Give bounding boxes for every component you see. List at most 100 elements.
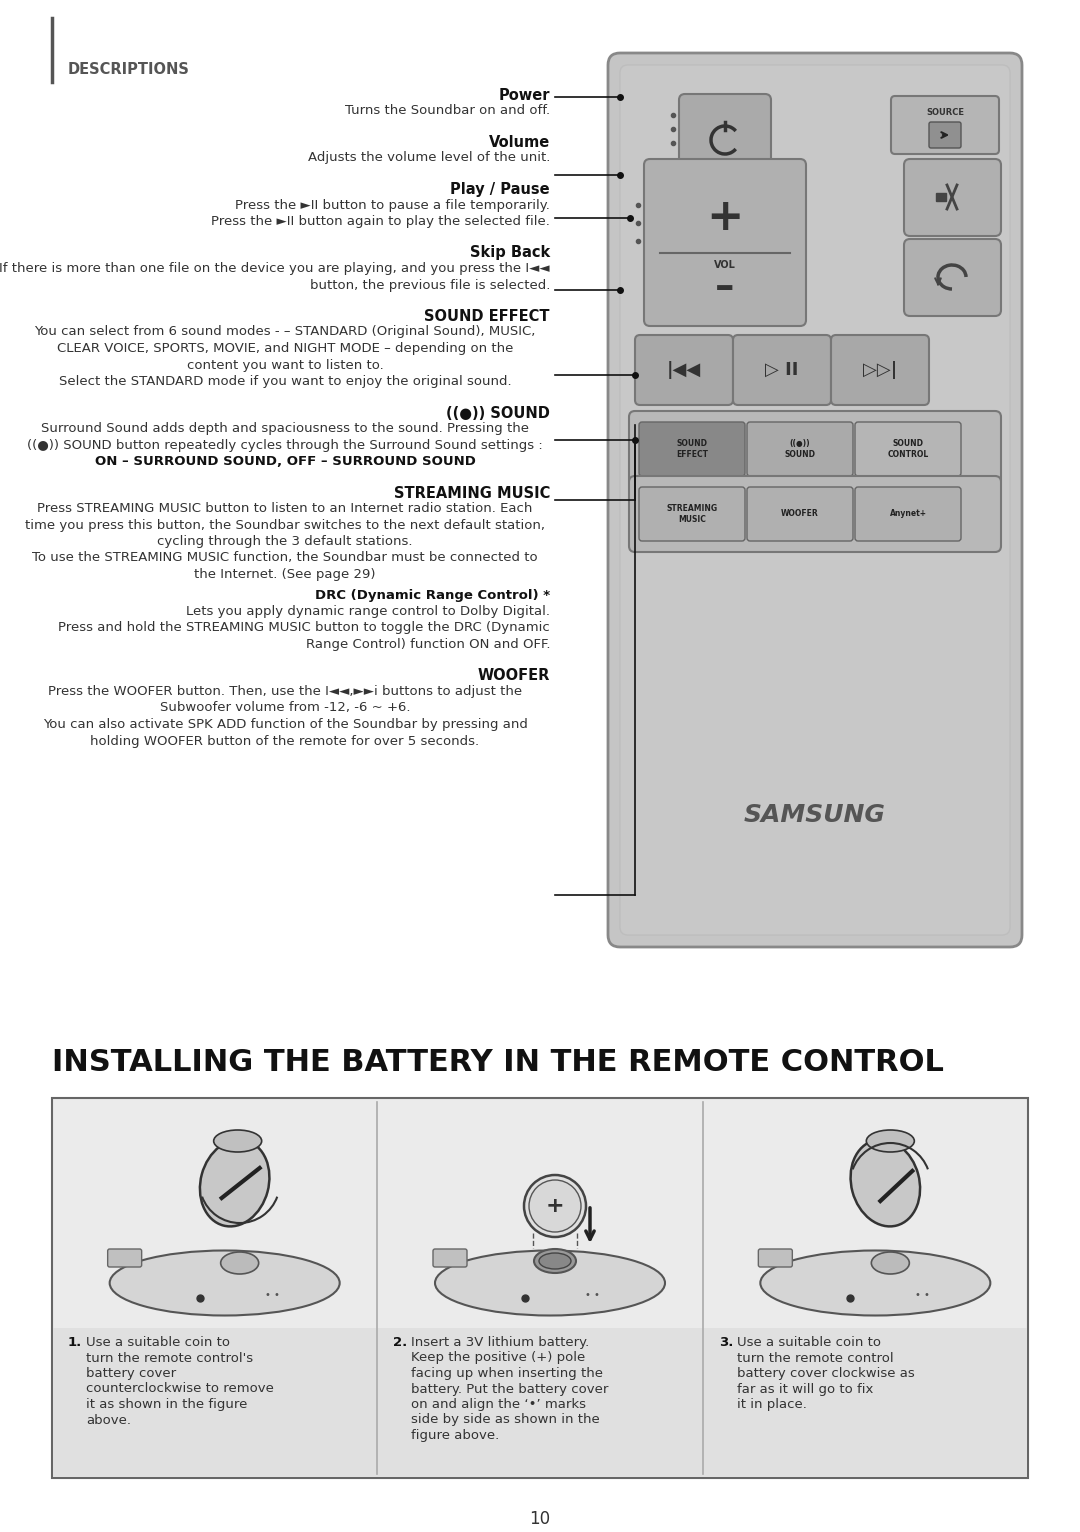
Text: –: – [715, 268, 734, 306]
Ellipse shape [529, 1180, 581, 1232]
Text: Power: Power [499, 87, 550, 103]
FancyBboxPatch shape [904, 239, 1001, 316]
Text: +: + [706, 196, 744, 239]
Text: on and align the ‘•’ marks: on and align the ‘•’ marks [411, 1399, 586, 1411]
Text: Adjusts the volume level of the unit.: Adjusts the volume level of the unit. [308, 152, 550, 164]
Ellipse shape [851, 1140, 920, 1227]
Ellipse shape [200, 1140, 269, 1227]
Text: Use a suitable coin to: Use a suitable coin to [86, 1336, 230, 1350]
Text: ▷ II: ▷ II [766, 362, 799, 378]
Text: button, the previous file is selected.: button, the previous file is selected. [310, 279, 550, 291]
Text: Anynet+: Anynet+ [890, 510, 927, 518]
Ellipse shape [866, 1131, 915, 1152]
Text: Play / Pause: Play / Pause [450, 182, 550, 198]
Text: Use a suitable coin to: Use a suitable coin to [737, 1336, 880, 1350]
Ellipse shape [760, 1250, 990, 1316]
Text: Turns the Soundbar on and off.: Turns the Soundbar on and off. [345, 104, 550, 118]
Text: • •: • • [265, 1290, 280, 1301]
Ellipse shape [214, 1131, 261, 1152]
Text: above.: above. [86, 1414, 131, 1426]
FancyBboxPatch shape [747, 487, 853, 541]
Text: STREAMING MUSIC: STREAMING MUSIC [393, 486, 550, 501]
Text: turn the remote control's: turn the remote control's [86, 1351, 253, 1365]
Text: Volume: Volume [489, 135, 550, 150]
FancyBboxPatch shape [855, 421, 961, 476]
Text: it as shown in the figure: it as shown in the figure [86, 1399, 247, 1411]
FancyBboxPatch shape [831, 336, 929, 404]
Ellipse shape [110, 1250, 340, 1316]
Text: You can also activate SPK ADD function of the Soundbar by pressing and: You can also activate SPK ADD function o… [42, 719, 527, 731]
Text: battery. Put the battery cover: battery. Put the battery cover [411, 1382, 609, 1396]
FancyBboxPatch shape [639, 421, 745, 476]
Text: 10: 10 [529, 1511, 551, 1527]
Text: WOOFER: WOOFER [781, 510, 819, 518]
FancyBboxPatch shape [108, 1249, 141, 1267]
FancyBboxPatch shape [608, 54, 1022, 947]
Text: figure above.: figure above. [411, 1429, 500, 1442]
Text: Press the WOOFER button. Then, use the I◄◄,►►i buttons to adjust the: Press the WOOFER button. Then, use the I… [48, 685, 522, 699]
FancyBboxPatch shape [758, 1249, 793, 1267]
Text: DRC (Dynamic Range Control) *: DRC (Dynamic Range Control) * [315, 588, 550, 602]
Text: SOUND
CONTROL: SOUND CONTROL [888, 440, 929, 460]
Text: 3.: 3. [718, 1336, 733, 1350]
Text: ON – SURROUND SOUND, OFF – SURROUND SOUND: ON – SURROUND SOUND, OFF – SURROUND SOUN… [95, 455, 475, 467]
Text: cycling through the 3 default stations.: cycling through the 3 default stations. [158, 535, 413, 548]
FancyBboxPatch shape [629, 411, 1001, 487]
Text: CLEAR VOICE, SPORTS, MOVIE, and NIGHT MODE – depending on the: CLEAR VOICE, SPORTS, MOVIE, and NIGHT MO… [57, 342, 513, 355]
Ellipse shape [524, 1175, 586, 1236]
Text: it in place.: it in place. [737, 1399, 807, 1411]
Ellipse shape [539, 1253, 571, 1268]
Text: • •: • • [916, 1290, 930, 1301]
Text: Lets you apply dynamic range control to Dolby Digital.: Lets you apply dynamic range control to … [186, 605, 550, 617]
FancyBboxPatch shape [629, 476, 1001, 552]
Text: To use the STREAMING MUSIC function, the Soundbar must be connected to: To use the STREAMING MUSIC function, the… [32, 552, 538, 564]
Text: SAMSUNG: SAMSUNG [744, 803, 886, 827]
Text: turn the remote control: turn the remote control [737, 1351, 893, 1365]
FancyBboxPatch shape [433, 1249, 467, 1267]
Text: Press and hold the STREAMING MUSIC button to toggle the DRC (Dynamic: Press and hold the STREAMING MUSIC butto… [58, 622, 550, 634]
FancyBboxPatch shape [620, 64, 1010, 935]
FancyBboxPatch shape [679, 93, 771, 185]
Text: WOOFER: WOOFER [477, 668, 550, 683]
Text: counterclockwise to remove: counterclockwise to remove [86, 1382, 274, 1396]
Text: STREAMING
MUSIC: STREAMING MUSIC [666, 504, 717, 524]
Ellipse shape [220, 1252, 259, 1275]
Text: content you want to listen to.: content you want to listen to. [187, 358, 383, 371]
Text: Subwoofer volume from -12, -6 ~ +6.: Subwoofer volume from -12, -6 ~ +6. [160, 702, 410, 714]
Text: INSTALLING THE BATTERY IN THE REMOTE CONTROL: INSTALLING THE BATTERY IN THE REMOTE CON… [52, 1048, 944, 1077]
FancyBboxPatch shape [733, 336, 831, 404]
Text: Surround Sound adds depth and spaciousness to the sound. Pressing the: Surround Sound adds depth and spaciousne… [41, 421, 529, 435]
Text: ((●)) SOUND: ((●)) SOUND [446, 406, 550, 420]
Bar [53, 1328, 1027, 1477]
Text: ▷▷|: ▷▷| [863, 362, 897, 378]
FancyBboxPatch shape [747, 421, 853, 476]
FancyBboxPatch shape [855, 487, 961, 541]
Text: SOURCE: SOURCE [926, 107, 964, 116]
Ellipse shape [534, 1249, 576, 1273]
Text: +: + [545, 1196, 565, 1216]
Text: far as it will go to fix: far as it will go to fix [737, 1382, 873, 1396]
Text: facing up when inserting the: facing up when inserting the [411, 1367, 604, 1380]
Text: side by side as shown in the: side by side as shown in the [411, 1414, 600, 1426]
FancyBboxPatch shape [52, 1098, 1028, 1478]
FancyBboxPatch shape [644, 159, 806, 326]
Text: You can select from 6 sound modes - – STANDARD (Original Sound), MUSIC,: You can select from 6 sound modes - – ST… [35, 325, 536, 339]
Ellipse shape [872, 1252, 909, 1275]
Text: SOUND
EFFECT: SOUND EFFECT [676, 440, 708, 460]
FancyBboxPatch shape [904, 159, 1001, 236]
Text: battery cover: battery cover [86, 1367, 176, 1380]
Text: 2.: 2. [393, 1336, 407, 1350]
Text: DESCRIPTIONS: DESCRIPTIONS [68, 61, 190, 77]
Text: • •: • • [585, 1290, 599, 1301]
Text: |◀◀: |◀◀ [666, 362, 701, 378]
Text: Range Control) function ON and OFF.: Range Control) function ON and OFF. [306, 637, 550, 651]
Text: SOUND EFFECT: SOUND EFFECT [424, 309, 550, 323]
FancyBboxPatch shape [891, 97, 999, 155]
Text: battery cover clockwise as: battery cover clockwise as [737, 1367, 915, 1380]
Text: VOL: VOL [714, 260, 735, 270]
Text: Insert a 3V lithium battery.: Insert a 3V lithium battery. [411, 1336, 590, 1350]
FancyBboxPatch shape [929, 123, 961, 149]
Text: Select the STANDARD mode if you want to enjoy the original sound.: Select the STANDARD mode if you want to … [58, 375, 511, 388]
Text: Press the ►II button to pause a file temporarily.: Press the ►II button to pause a file tem… [235, 199, 550, 211]
Text: time you press this button, the Soundbar switches to the next default station,: time you press this button, the Soundbar… [25, 518, 545, 532]
